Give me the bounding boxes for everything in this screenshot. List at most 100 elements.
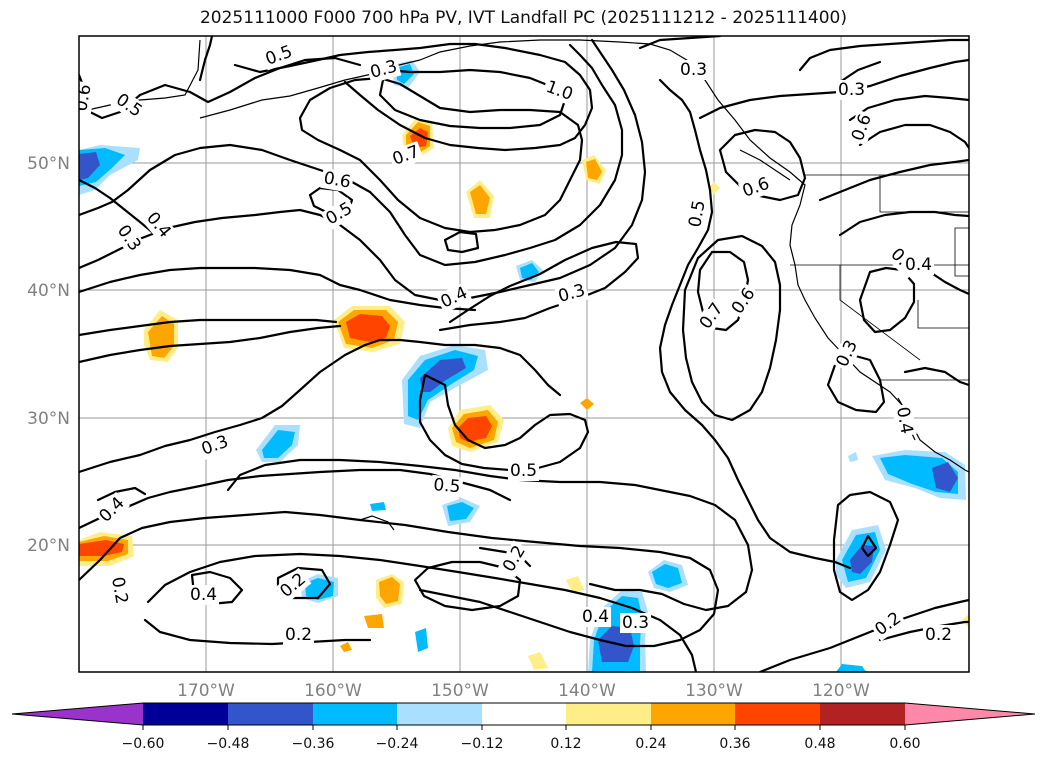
- neg-anomaly-mid: [305, 578, 334, 600]
- lat-label-30n: 30°N: [27, 409, 70, 429]
- colorbar-segment: [397, 703, 482, 725]
- contour-line: [798, 38, 969, 72]
- contour-label-background: [320, 197, 358, 231]
- contour-label-background: [283, 625, 315, 645]
- lon-label-160w: 160°W: [304, 681, 362, 701]
- contour-line: [96, 486, 147, 502]
- contour-line: [79, 510, 720, 648]
- neg-anomaly-mid: [447, 502, 474, 521]
- contour-label: 0.3: [838, 80, 865, 100]
- contour-label-background: [260, 40, 298, 71]
- colorbar-tick-labels: −0.60 −0.48 −0.36 −0.24 −0.12 0.12 0.24 …: [122, 736, 921, 752]
- neg-anomaly-strong: [932, 462, 958, 492]
- contour-label-background: [498, 540, 531, 578]
- lon-label-120w: 120°W: [812, 681, 870, 701]
- border-state-5: [954, 227, 969, 277]
- contour-label-background: [188, 585, 220, 605]
- contour-label-background: [387, 140, 425, 171]
- pos-anomaly-strong: [346, 314, 390, 342]
- neg-anomaly-strong: [420, 358, 466, 392]
- contour-label-background: [110, 88, 148, 123]
- contour-line: [79, 43, 624, 267]
- contour-line: [198, 36, 214, 82]
- lon-label-130w: 130°W: [685, 681, 743, 701]
- map-frame: [78, 35, 970, 673]
- pos-anomaly-mid: [379, 577, 400, 604]
- colorbar-tick-label: 0.12: [550, 736, 581, 752]
- neg-anomaly-mid: [262, 430, 295, 458]
- contour-line: [818, 158, 969, 202]
- colorbar-segment: [313, 703, 397, 725]
- longitude-labels: 170°W 160°W 150°W 140°W 130°W 120°W: [177, 681, 870, 701]
- colorbar-segment: [143, 703, 228, 725]
- contour-label-background: [196, 430, 234, 461]
- contour-label-background: [737, 172, 775, 203]
- coastline-hawaii: [359, 515, 395, 531]
- contour-label: 0.5: [433, 475, 462, 497]
- contour-label: 0.4: [190, 585, 217, 605]
- contour-line: [79, 266, 477, 312]
- contour-label-background: [694, 297, 729, 335]
- colorbar-segment: [820, 703, 905, 725]
- contour-label-background: [836, 80, 868, 100]
- colorbar-segment: [482, 703, 566, 725]
- colorbar-tick-label: −0.60: [122, 736, 165, 752]
- colorbar-segment: [905, 703, 1035, 725]
- contour-line: [79, 338, 562, 474]
- contour-label: 0.6: [322, 168, 352, 192]
- contour-line: [233, 42, 594, 152]
- colorbar-tick-label: 0.36: [719, 736, 750, 752]
- contour-line: [413, 560, 522, 612]
- contour-label: 0.3: [680, 60, 707, 80]
- lon-label-140w: 140°W: [558, 681, 616, 701]
- contour-label-background: [831, 335, 863, 372]
- neg-anomaly-mid: [836, 664, 866, 672]
- contour-label-background: [869, 607, 907, 642]
- colorbar-tick-label: 0.24: [635, 736, 666, 752]
- lat-label-40n: 40°N: [27, 281, 70, 301]
- contour-line: [378, 68, 567, 130]
- pos-anomaly-light: [566, 576, 584, 592]
- lat-label-20n: 20°N: [27, 536, 70, 556]
- contour-label: 0.4: [582, 607, 609, 627]
- contour-line: [658, 78, 852, 570]
- contour-label: 0.3: [622, 613, 649, 633]
- contour-line: [79, 318, 338, 337]
- neg-anomaly-mid: [396, 64, 414, 84]
- contour-label-background: [580, 607, 612, 627]
- contour-label: 0.4: [892, 405, 916, 435]
- contour-label-background: [903, 255, 935, 275]
- contour-line: [226, 458, 754, 612]
- coastline-bc-islands: [739, 149, 791, 181]
- neg-anomaly-strong: [850, 545, 874, 574]
- contour-line: [832, 490, 900, 602]
- contour-label-background: [847, 109, 877, 146]
- pos-anomaly-mid: [340, 642, 352, 652]
- contour-line: [858, 266, 916, 334]
- contour-line: [903, 366, 969, 387]
- contour-label: 0.6: [71, 83, 95, 113]
- neg-anomaly-mid: [415, 628, 428, 652]
- contour-line: [860, 534, 878, 558]
- contour-line: [838, 60, 882, 84]
- contour-line: [681, 234, 782, 422]
- colorbar-tick-label: 0.48: [804, 736, 835, 752]
- contour-label: 0.5: [685, 199, 709, 229]
- contour-line: [146, 552, 698, 672]
- lon-label-170w: 170°W: [177, 681, 235, 701]
- contour-line: [143, 618, 372, 646]
- contour-label: 0.2: [285, 625, 312, 645]
- contour-label-background: [320, 167, 355, 193]
- colorbar-tick-label: −0.12: [461, 736, 504, 752]
- contour-label-background: [435, 282, 473, 314]
- contour-line: [79, 178, 154, 234]
- contour-labels: 0.5 0.6 0.5 0.3 1.0 0.3 0.3 0.6 0.7 0.6 …: [71, 40, 955, 645]
- contour-label-background: [541, 76, 578, 106]
- contour-label: 0.2: [107, 575, 131, 605]
- pos-anomaly-mid: [470, 185, 490, 214]
- contour-label-background: [111, 219, 146, 257]
- contour-label: 0.2: [925, 625, 952, 645]
- colorbar-tick-label: −0.48: [207, 736, 250, 752]
- coastline-siberia: [79, 39, 201, 113]
- contour-line: [443, 230, 480, 254]
